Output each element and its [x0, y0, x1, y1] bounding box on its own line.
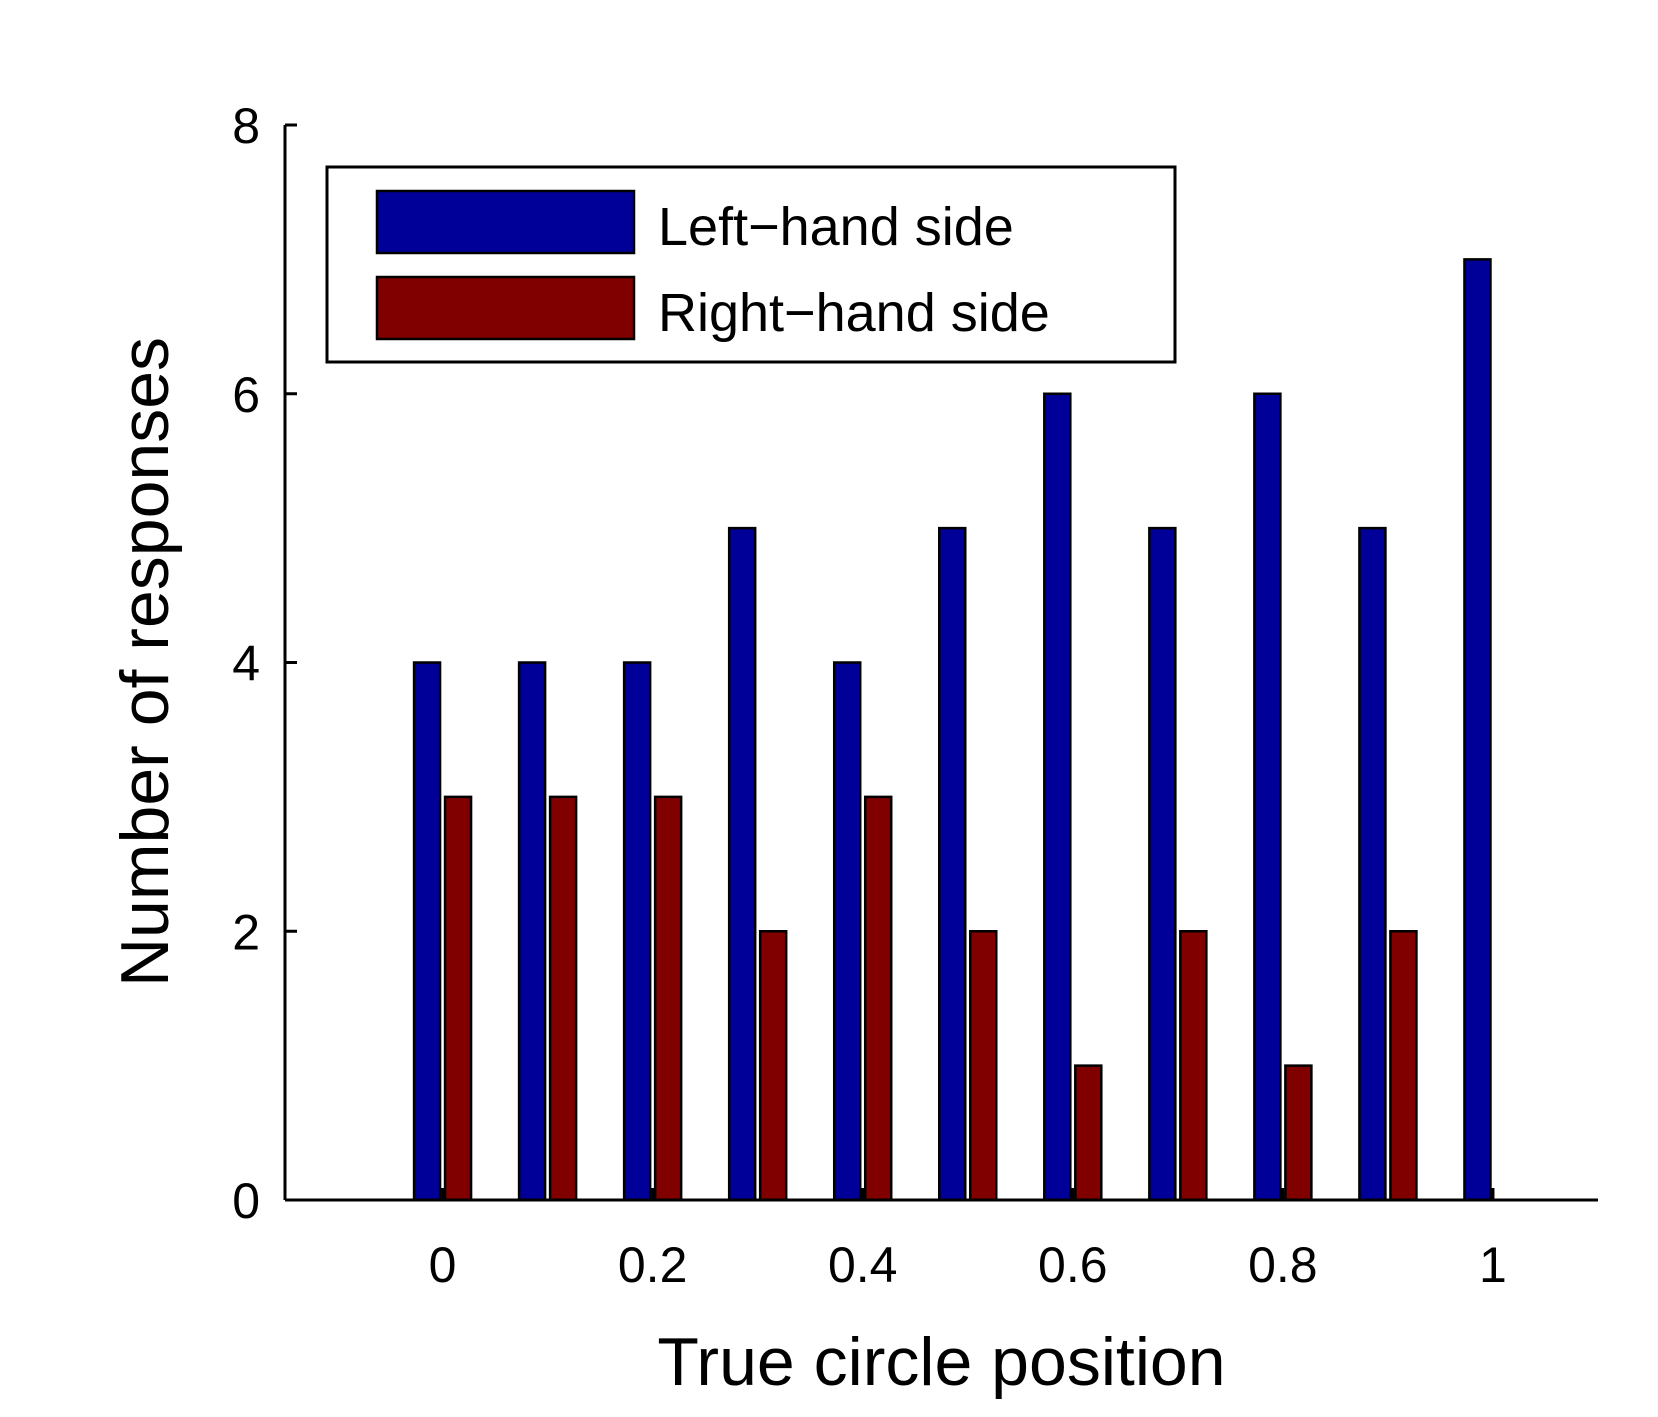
y-tick-label: 2 [232, 904, 260, 960]
right-hand-bar-2 [653, 795, 683, 1202]
left-hand-bar-2 [622, 661, 652, 1202]
y-tick-label: 6 [232, 367, 260, 423]
legend-swatch-right-hand-side [375, 275, 636, 341]
right-hand-bar-4 [863, 795, 893, 1202]
left-hand-bar-1 [517, 661, 547, 1202]
left-hand-bar-0 [412, 661, 442, 1202]
right-hand-bar-6 [1074, 1064, 1103, 1202]
legend-label-left-hand-side: Left−hand side [658, 197, 1014, 257]
right-hand-bar-1 [548, 795, 578, 1202]
y-axis-title: Number of responses [107, 337, 183, 987]
x-tick-label: 0.4 [828, 1237, 898, 1293]
legend-swatch-left-hand-side [375, 189, 636, 255]
y-tick-label: 4 [232, 636, 260, 692]
y-tick-label: 8 [232, 98, 260, 154]
left-hand-bar-6 [1043, 392, 1072, 1202]
right-hand-bar-3 [758, 930, 788, 1202]
right-hand-bar-8 [1284, 1064, 1313, 1202]
left-hand-bar-8 [1253, 392, 1282, 1202]
x-tick-label: 0.2 [618, 1237, 688, 1293]
x-tick-label: 0 [429, 1237, 457, 1293]
left-hand-bar-10 [1463, 258, 1492, 1202]
left-hand-bar-3 [727, 526, 757, 1202]
left-hand-bar-5 [938, 526, 967, 1202]
x-axis-title: True circle position [657, 1324, 1225, 1400]
x-tick-label: 0.8 [1248, 1237, 1318, 1293]
right-hand-bar-0 [443, 795, 473, 1202]
bars-group [412, 258, 1492, 1202]
x-tick-label: 1 [1479, 1237, 1507, 1293]
x-tick-label: 0.6 [1038, 1237, 1108, 1293]
legend: Left−hand side Right−hand side [325, 165, 1177, 364]
left-hand-bar-9 [1358, 526, 1387, 1202]
right-hand-bar-9 [1389, 930, 1418, 1202]
y-tick-label: 0 [232, 1173, 260, 1229]
left-hand-bar-4 [832, 661, 862, 1202]
left-hand-bar-7 [1148, 526, 1177, 1202]
x-ticks: 0 0.2 0.4 0.6 0.8 1 [429, 1188, 1507, 1293]
right-hand-bar-7 [1179, 930, 1208, 1202]
right-hand-bar-5 [969, 930, 998, 1202]
legend-label-right-hand-side: Right−hand side [658, 283, 1050, 343]
y-ticks: 0 2 4 6 8 [232, 98, 297, 1229]
